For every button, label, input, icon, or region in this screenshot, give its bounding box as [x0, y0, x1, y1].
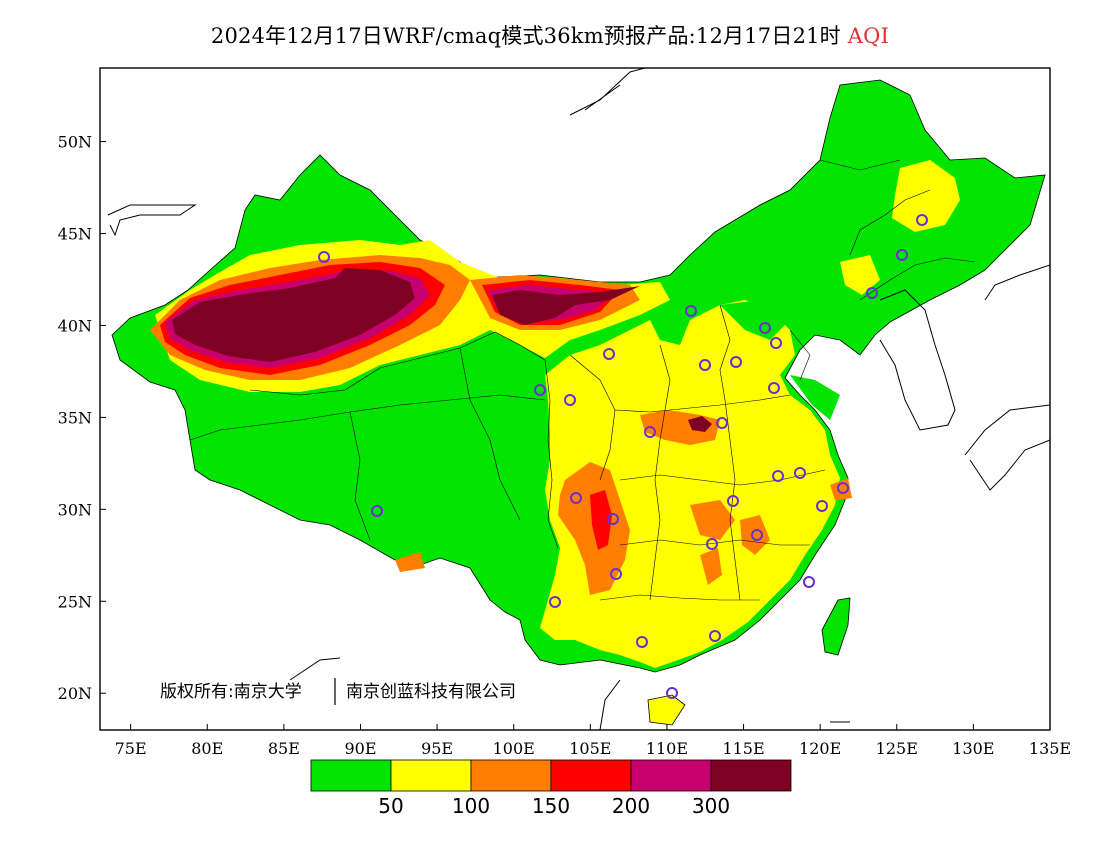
- latitude-tick-label: 30N: [58, 500, 92, 519]
- region-yellow-ne: [892, 160, 960, 232]
- station-marker: [816, 500, 828, 512]
- coastline-korea: [879, 289, 956, 431]
- station-marker: [727, 495, 739, 507]
- colorbar-segment: [390, 759, 472, 792]
- longitude-tick-label: 130E: [952, 739, 994, 758]
- province-boundaries: [189, 159, 976, 601]
- latitude-axis: 20N 25N 30N 35N 40N 45N 50N: [58, 133, 106, 703]
- station-marker: [768, 382, 780, 394]
- coastline-indochina: [289, 657, 850, 730]
- longitude-tick-label: 100E: [493, 739, 535, 758]
- station-marker: [685, 305, 697, 317]
- latitude-tick-label: 35N: [58, 408, 92, 427]
- copyright-text: 版权所有:南京大学: [160, 682, 302, 702]
- station-marker: [534, 384, 546, 396]
- longitude-tick-label: 105E: [569, 739, 611, 758]
- station-marker: [916, 214, 928, 226]
- colorbar-label: 50: [378, 794, 403, 818]
- station-marker: [896, 249, 908, 261]
- station-marker: [318, 251, 330, 263]
- longitude-tick-label: 85E: [268, 739, 300, 758]
- station-marker: [371, 505, 383, 517]
- region-taiwan: [821, 597, 851, 656]
- longitude-tick-label: 110E: [646, 739, 688, 758]
- colorbar-segment: [550, 759, 632, 792]
- station-marker: [549, 596, 561, 608]
- station-marker: [751, 529, 763, 541]
- region-yellow-liaoning: [840, 255, 880, 295]
- region-orange-guangxi: [700, 548, 722, 585]
- colorbar-label: 100: [452, 794, 490, 818]
- longitude-tick-label: 75E: [115, 739, 147, 758]
- station-marker: [636, 636, 648, 648]
- longitude-axis: 75E 80E 85E 90E 95E 100E 105E 110E 115E 120E 125E 1…: [115, 724, 1071, 758]
- colorbar-segment: [630, 759, 712, 792]
- region-orange-hunan: [690, 500, 735, 540]
- colorbar-label: 200: [612, 794, 650, 818]
- longitude-tick-label: 80E: [191, 739, 223, 758]
- station-marker: [730, 356, 742, 368]
- station-marker: [716, 417, 728, 429]
- colorbar-segment: [470, 759, 552, 792]
- longitude-tick-label: 90E: [344, 739, 376, 758]
- station-marker: [803, 576, 815, 588]
- latitude-tick-label: 20N: [58, 684, 92, 703]
- map-title: 2024年12月17日WRF/cmaq模式36km预报产品:12月17日21时 …: [0, 20, 1100, 50]
- station-marker: [644, 426, 656, 438]
- region-maroon-hotspot: [688, 416, 712, 432]
- station-marker: [866, 287, 878, 299]
- copyright-org: 南京创蓝科技有限公司: [346, 682, 516, 702]
- longitude-tick-label: 125E: [876, 739, 918, 758]
- station-marker: [699, 359, 711, 371]
- region-maroon-gobi: [492, 286, 640, 325]
- colorbar: 50 100 150 200 300: [310, 759, 792, 818]
- longitude-tick-label: 95E: [421, 739, 453, 758]
- latitude-tick-label: 40N: [58, 316, 92, 335]
- station-marker: [607, 513, 619, 525]
- map-area: 版权所有:南京大学 南京创蓝科技有限公司: [100, 68, 1050, 730]
- region-red-sichuan: [590, 490, 612, 550]
- colorbar-label: 300: [692, 794, 730, 818]
- coastline-caspian: [107, 204, 197, 237]
- station-marker: [564, 394, 576, 406]
- station-marker: [794, 467, 806, 479]
- coastline-japan: [964, 404, 1050, 491]
- region-green-pocket-ne: [720, 300, 790, 340]
- title-text: 2024年12月17日WRF/cmaq模式36km预报产品:12月17日21时: [210, 24, 841, 48]
- coastline-sakhalin: [984, 264, 1050, 301]
- map-frame: [99, 67, 1051, 731]
- station-marker: [759, 322, 771, 334]
- station-marker: [603, 348, 615, 360]
- latitude-tick-label: 50N: [58, 133, 92, 152]
- coastline-okhotsk: [569, 68, 646, 116]
- latitude-tick-label: 45N: [58, 225, 92, 244]
- region-orange-tibet: [395, 552, 425, 572]
- region-maroon-tarim: [172, 268, 415, 362]
- region-green-pocket-east: [790, 375, 840, 420]
- station-marker: [570, 492, 582, 504]
- station-marker: [772, 470, 784, 482]
- station-marker: [706, 538, 718, 550]
- longitude-tick-label: 115E: [722, 739, 764, 758]
- station-marker: [709, 630, 721, 642]
- latitude-tick-label: 25N: [58, 592, 92, 611]
- colorbar-segment: [310, 759, 392, 792]
- station-marker: [837, 482, 849, 494]
- station-markers: [318, 214, 928, 699]
- region-orange-jiangxi: [740, 515, 770, 555]
- colorbar-segment: [710, 759, 792, 792]
- station-marker: [770, 337, 782, 349]
- longitude-tick-label: 135E: [1029, 739, 1071, 758]
- longitude-tick-label: 120E: [799, 739, 841, 758]
- colorbar-label: 150: [532, 794, 570, 818]
- title-variable: AQI: [847, 24, 890, 48]
- station-marker: [610, 568, 622, 580]
- station-marker: [666, 687, 678, 699]
